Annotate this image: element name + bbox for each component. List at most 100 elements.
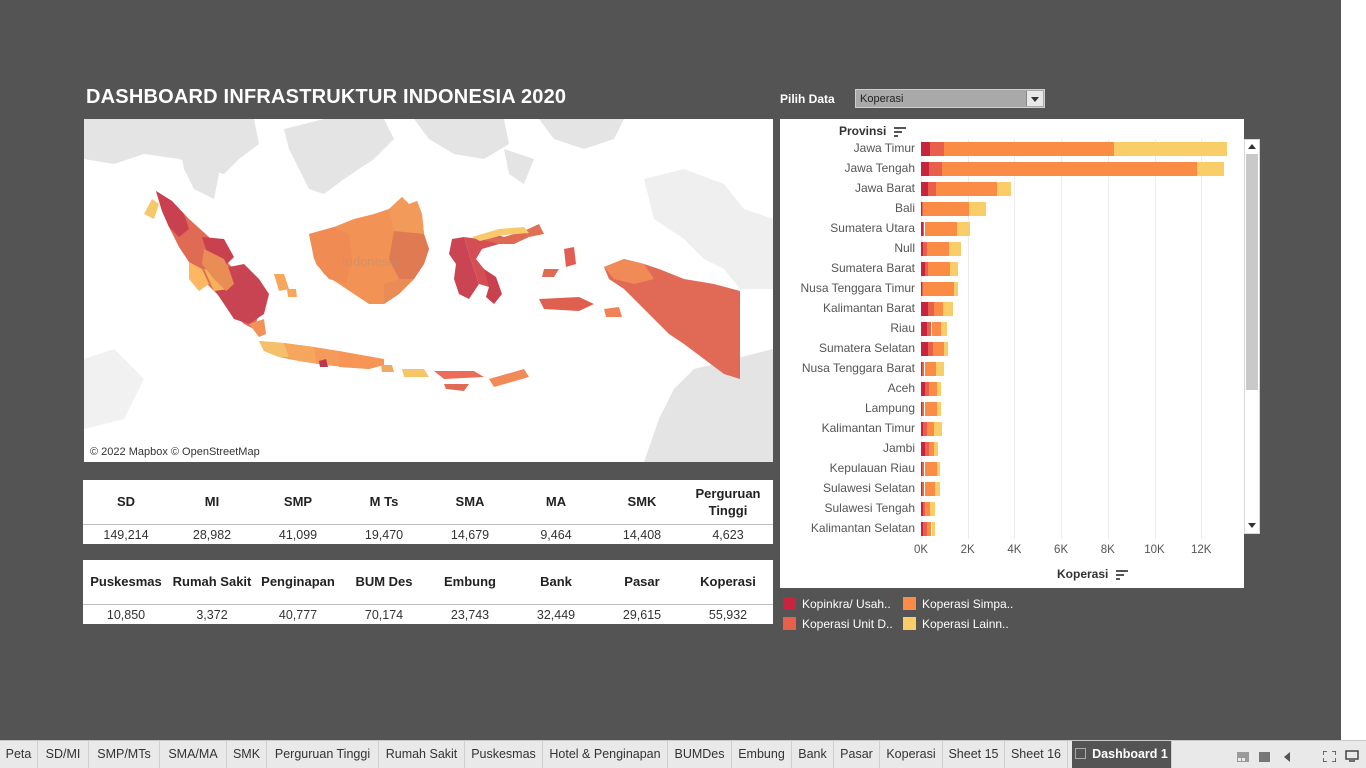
tab-peta[interactable]: Peta (0, 741, 38, 768)
bar-segment[interactable] (929, 502, 935, 516)
tab-sd-mi[interactable]: SD/MI (38, 741, 89, 768)
region-kalimantan-timur[interactable] (389, 231, 429, 279)
y-category-label[interactable]: Kalimantan Barat (822, 301, 915, 315)
bar-segment[interactable] (922, 462, 925, 476)
bar-segment[interactable] (929, 162, 943, 176)
y-category-label[interactable]: Sumatera Utara (830, 221, 915, 235)
bar-segment[interactable] (928, 302, 934, 316)
y-category-label[interactable]: Jawa Barat (854, 181, 915, 195)
bar-segment[interactable] (937, 402, 941, 416)
region-bali[interactable] (381, 365, 394, 372)
show-filmstrip-icon[interactable] (1237, 749, 1249, 767)
region-timor[interactable] (489, 369, 529, 387)
bar-segment[interactable] (921, 222, 924, 236)
bar-segment[interactable] (921, 142, 930, 156)
bar-segment[interactable] (921, 322, 927, 336)
bar-segment[interactable] (928, 342, 933, 356)
tab-perguruan-tinggi[interactable]: Perguruan Tinggi (267, 741, 379, 768)
bar-segment[interactable] (929, 142, 944, 156)
bar-segment[interactable] (968, 202, 987, 216)
bar-segment[interactable] (924, 402, 938, 416)
region-sulawesi-tengah[interactable] (464, 234, 504, 287)
bar-segment[interactable] (923, 522, 927, 536)
region-jawa-barat[interactable] (284, 343, 316, 363)
bar-segment[interactable] (936, 362, 945, 376)
bar-segment[interactable] (924, 382, 930, 396)
region-riau[interactable] (202, 237, 234, 269)
bar-segment[interactable] (937, 462, 940, 476)
y-category-label[interactable]: Sumatera Barat (830, 261, 915, 275)
y-category-label[interactable]: Sulawesi Selatan (822, 481, 915, 495)
tab-smp-mts[interactable]: SMP/MTs (89, 741, 160, 768)
bar-segment[interactable] (931, 522, 935, 536)
bar-segment[interactable] (924, 482, 935, 496)
bar-segment[interactable] (923, 202, 969, 216)
bar-segment[interactable] (933, 302, 944, 316)
region-jawa-timur[interactable] (339, 351, 384, 369)
bar-segment[interactable] (921, 202, 922, 216)
chart-scrollbar[interactable] (1244, 139, 1260, 534)
bar-segment[interactable] (921, 502, 923, 516)
region-maluku[interactable] (539, 297, 594, 311)
indonesia-map[interactable]: Indonesia © 2022 Mapbox © OpenStreetMap (84, 119, 773, 462)
region-sulawesi-tenggara[interactable] (484, 269, 502, 304)
region-banten[interactable] (259, 341, 289, 357)
bar-segment[interactable] (937, 382, 941, 396)
region-papua[interactable] (604, 259, 740, 379)
sort-icon[interactable] (1115, 569, 1128, 580)
bar-segment[interactable] (940, 322, 947, 336)
bar-segment[interactable] (1196, 162, 1224, 176)
previous-sheet-icon[interactable] (1284, 749, 1292, 767)
bar-segment[interactable] (928, 182, 937, 196)
bar-segment[interactable] (924, 462, 938, 476)
bar-segment[interactable] (921, 442, 925, 456)
region-sulawesi-utara[interactable] (524, 224, 544, 237)
bar-segment[interactable] (921, 382, 925, 396)
bar-segment[interactable] (924, 262, 928, 276)
bar-segment[interactable] (921, 402, 923, 416)
chevron-down-icon[interactable] (1026, 91, 1043, 106)
bar-segment[interactable] (921, 202, 924, 216)
bar-segment[interactable] (926, 322, 932, 336)
y-category-label[interactable]: Riau (890, 321, 915, 335)
region-sulawesi-selatan[interactable] (449, 237, 479, 299)
y-category-label[interactable]: Nusa Tenggara Timur (800, 281, 915, 295)
y-category-label[interactable]: Kepulauan Riau (829, 461, 915, 475)
show-tabs-icon[interactable] (1259, 749, 1270, 767)
region-maluku-island[interactable] (604, 307, 622, 317)
region-yogyakarta[interactable] (319, 359, 328, 367)
bar-segment[interactable] (942, 162, 1197, 176)
bar-segment[interactable] (936, 182, 998, 196)
region-aceh[interactable] (156, 191, 189, 237)
bar-segment[interactable] (926, 242, 949, 256)
bar-segment[interactable] (931, 322, 941, 336)
bar-segment[interactable] (957, 222, 971, 236)
scrollbar-thumb[interactable] (1246, 154, 1258, 390)
monitor-icon[interactable] (1345, 749, 1359, 767)
y-category-label[interactable]: Aceh (887, 381, 915, 395)
region-belitung[interactable] (287, 289, 297, 297)
bar-segment[interactable] (921, 522, 924, 536)
bar-segment[interactable] (921, 182, 928, 196)
y-category-label[interactable]: Bali (894, 201, 915, 215)
presentation-mode-icon[interactable] (1322, 749, 1337, 767)
bar-segment[interactable] (1114, 142, 1227, 156)
region-simeulue[interactable] (144, 199, 159, 219)
tab-rumah-sakit[interactable]: Rumah Sakit (379, 741, 465, 768)
legend-item[interactable]: Kopinkra/ Usah.. (783, 597, 891, 611)
tab-puskesmas[interactable]: Puskesmas (465, 741, 543, 768)
region-kalimantan-selatan[interactable] (384, 279, 414, 304)
tab-dashboard-1[interactable]: Dashboard 1 (1072, 741, 1172, 768)
y-category-label[interactable]: Null (894, 241, 915, 255)
bar-segment[interactable] (922, 502, 926, 516)
legend-item[interactable]: Koperasi Lainn.. (903, 617, 1009, 631)
tab-hotel-penginapan[interactable]: Hotel & Penginapan (543, 741, 668, 768)
y-category-label[interactable]: Kalimantan Timur (821, 421, 915, 435)
region-maluku-utara[interactable] (564, 247, 576, 267)
bar-segment[interactable] (924, 442, 930, 456)
region-papua-barat[interactable] (604, 259, 654, 284)
tab-koperasi[interactable]: Koperasi (880, 741, 943, 768)
y-category-label[interactable]: Jawa Tengah (844, 161, 916, 175)
bar-segment[interactable] (950, 262, 959, 276)
y-category-label[interactable]: Sumatera Selatan (818, 341, 915, 355)
